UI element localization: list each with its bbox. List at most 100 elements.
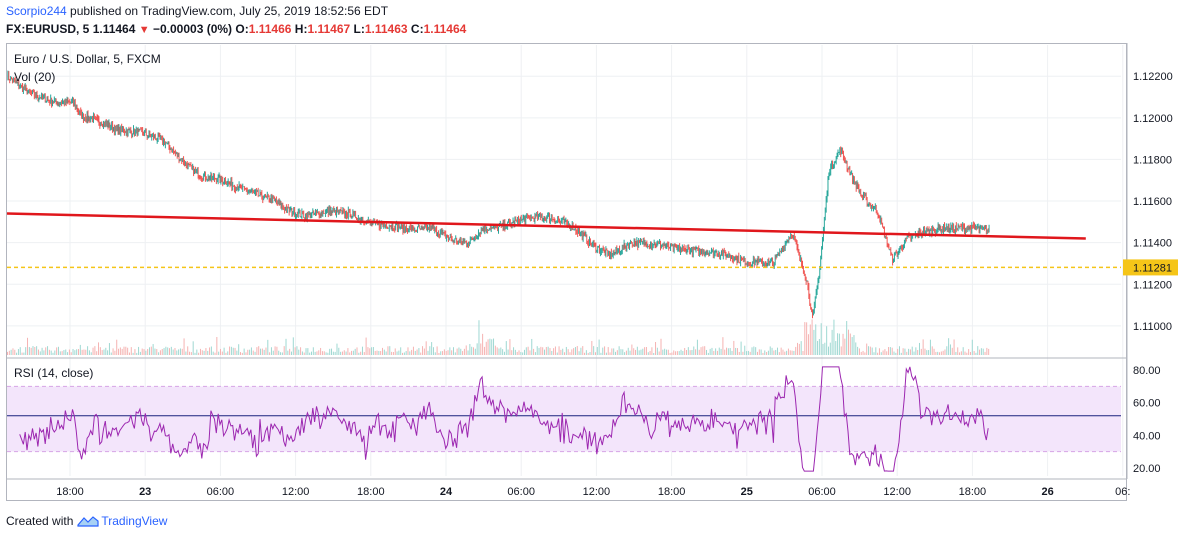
volume-bar xyxy=(431,342,433,355)
tradingview-link[interactable]: TradingView xyxy=(77,514,167,528)
volume-bar xyxy=(221,351,223,355)
volume-bar xyxy=(777,347,779,355)
volume-bar xyxy=(720,348,722,355)
volume-bar xyxy=(403,352,405,355)
volume-bar xyxy=(984,351,986,355)
volume-bar xyxy=(469,343,471,355)
volume-bar xyxy=(300,347,302,355)
volume-bar xyxy=(194,352,196,355)
volume-bar xyxy=(394,348,396,355)
volume-bar xyxy=(67,352,69,355)
volume-bar xyxy=(212,351,214,355)
volume-bar xyxy=(882,350,884,355)
volume-bar xyxy=(189,351,191,355)
price-tag xyxy=(1123,259,1178,276)
volume-bar xyxy=(664,348,666,355)
volume-bar xyxy=(465,345,467,355)
time-tick-label: 18:00 xyxy=(959,486,987,498)
time-tick-label: 18:00 xyxy=(658,486,686,498)
high-label: H: xyxy=(294,22,308,36)
volume-bar xyxy=(473,347,475,355)
open-label: O: xyxy=(235,22,249,36)
volume-bar xyxy=(753,346,755,355)
volume-bar xyxy=(285,338,287,355)
price-tick-label: 1.11000 xyxy=(1133,321,1172,333)
volume-bar xyxy=(731,350,733,355)
volume-bar xyxy=(580,347,582,355)
volume-bar xyxy=(529,350,531,355)
volume-bar xyxy=(105,347,107,355)
volume-bar xyxy=(303,352,305,355)
volume-bar xyxy=(70,352,72,355)
volume-bar xyxy=(851,337,853,355)
volume-bar xyxy=(145,350,147,355)
volume-bar xyxy=(119,347,121,355)
volume-bar xyxy=(886,351,888,355)
volume-bar xyxy=(367,347,369,355)
volume-bar xyxy=(380,350,382,355)
volume-bar xyxy=(183,338,185,355)
volume-bar xyxy=(152,344,154,355)
time-tick-label: 18:00 xyxy=(56,486,84,498)
tradingview-brand: TradingView xyxy=(101,514,168,528)
author-link[interactable]: Scorpio244 xyxy=(6,4,67,18)
volume-bar xyxy=(463,348,465,355)
volume-bar xyxy=(427,350,429,355)
volume-bar xyxy=(287,350,289,355)
volume-bar xyxy=(571,349,573,355)
volume-bar xyxy=(507,349,509,355)
volume-bar xyxy=(655,341,657,355)
volume-bar xyxy=(7,351,8,355)
volume-bar xyxy=(665,349,667,355)
volume-bar xyxy=(363,352,365,355)
volume-bar xyxy=(371,347,373,355)
volume-bar xyxy=(742,351,744,355)
volume-bar xyxy=(726,347,728,355)
volume-bar xyxy=(525,347,527,355)
volume-bar xyxy=(254,351,256,355)
volume-bar xyxy=(846,321,848,355)
volume-bar xyxy=(551,350,553,355)
volume-bar xyxy=(740,341,742,355)
volume-bar xyxy=(491,339,493,355)
volume-bar xyxy=(827,346,829,355)
volume-bar xyxy=(445,350,447,355)
volume-bar xyxy=(693,346,695,355)
volume-bar xyxy=(680,349,682,355)
volume-bar xyxy=(549,348,551,355)
volume-bar xyxy=(123,346,125,355)
volume-bar xyxy=(807,334,809,355)
volume-bar xyxy=(32,346,34,355)
price-tick-label: 1.12000 xyxy=(1133,113,1173,125)
volume-bar xyxy=(969,351,971,355)
volume-bar xyxy=(596,346,598,355)
volume-bar xyxy=(871,347,873,355)
volume-bar xyxy=(361,346,363,355)
volume-bar xyxy=(261,348,263,355)
volume-bar xyxy=(649,350,651,355)
volume-bar xyxy=(605,352,607,355)
volume-bar xyxy=(946,346,948,355)
volume-bar xyxy=(414,350,416,355)
volume-bar xyxy=(249,349,251,355)
rsi-tick-label: 60.00 xyxy=(1133,398,1161,410)
volume-bar xyxy=(385,351,387,355)
volume-bar xyxy=(531,338,533,355)
close-value: 1.11464 xyxy=(423,22,467,36)
volume-bar xyxy=(684,348,686,355)
volume-bar xyxy=(402,352,404,355)
last-price: 1.11464 xyxy=(92,22,136,36)
volume-bar xyxy=(185,351,187,355)
time-tick-label: 24 xyxy=(440,486,453,498)
volume-bar xyxy=(798,343,800,355)
volume-bar xyxy=(667,349,669,355)
volume-bar xyxy=(935,351,937,355)
volume-bar xyxy=(245,352,247,355)
volume-bar xyxy=(418,348,420,355)
volume-bar xyxy=(587,352,589,355)
volume-bar xyxy=(873,352,875,355)
volume-bar xyxy=(447,350,449,355)
volume-bar xyxy=(534,352,536,355)
volume-bar xyxy=(656,347,658,355)
